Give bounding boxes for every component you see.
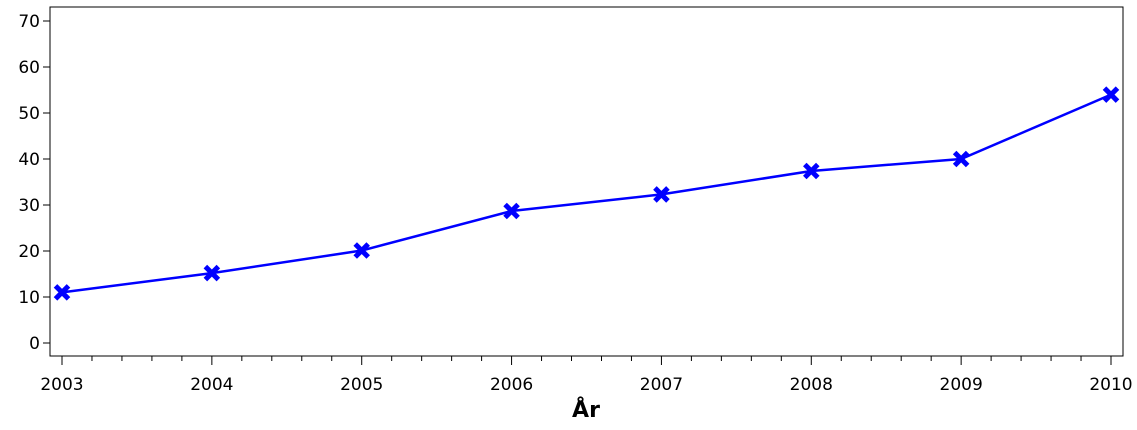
- x-tick-label-2005: 2005: [340, 375, 383, 395]
- x-axis-label: År: [572, 397, 600, 423]
- x-tick-label-2004: 2004: [190, 375, 233, 395]
- x-tick-label-2008: 2008: [790, 375, 833, 395]
- y-tick-label-0: 0: [29, 334, 40, 354]
- data-point-2005: [353, 242, 370, 259]
- marker-stroke: [53, 284, 71, 301]
- x-tick-label-2010: 2010: [1089, 375, 1132, 395]
- marker-stroke: [803, 162, 820, 180]
- marker-stroke: [503, 202, 520, 220]
- y-axis: 0 10 20 30 40 50 60 70: [18, 12, 50, 354]
- y-tick-label-30: 30: [18, 196, 40, 216]
- series-line-0: [61, 93, 1112, 294]
- marker-stroke: [952, 150, 970, 168]
- y-tick-label-70: 70: [18, 12, 40, 32]
- y-tick-label-10: 10: [18, 288, 40, 308]
- data-point-2010: [1102, 86, 1120, 103]
- data-point-2007: [653, 186, 670, 203]
- y-tick-label-40: 40: [18, 150, 40, 170]
- plot-frame: [49, 6, 1124, 357]
- marker-stroke: [1102, 86, 1120, 103]
- data-point-2008: [803, 162, 820, 180]
- x-tick-label-2009: 2009: [940, 375, 983, 395]
- y-tick-label-60: 60: [18, 58, 40, 78]
- data-point-2004: [203, 264, 221, 282]
- x-tick-label-2003: 2003: [40, 375, 83, 395]
- x-tick-label-2007: 2007: [640, 375, 683, 395]
- data-point-2003: [53, 284, 71, 301]
- y-tick-label-20: 20: [18, 242, 40, 262]
- data-point-2009: [952, 150, 970, 168]
- y-tick-label-50: 50: [18, 104, 40, 124]
- marker-stroke: [653, 186, 670, 203]
- marker-stroke: [203, 264, 221, 282]
- x-axis: 2003 2004 2005 2006 2007 2008 2009 2010: [40, 356, 1133, 395]
- series-layer: [53, 86, 1120, 301]
- x-tick-label-2006: 2006: [490, 375, 533, 395]
- data-point-2006: [503, 202, 520, 220]
- marker-stroke: [353, 242, 370, 259]
